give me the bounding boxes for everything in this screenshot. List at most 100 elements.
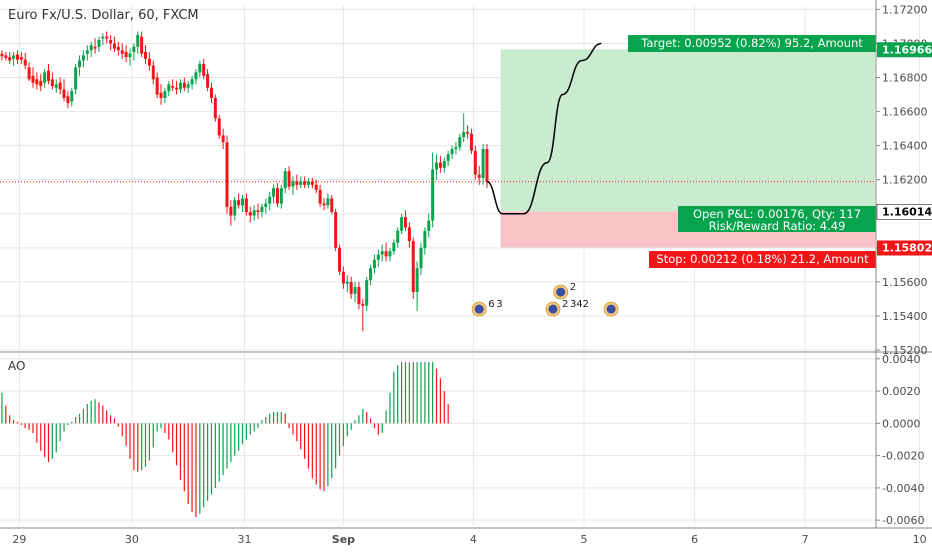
candle-body — [283, 171, 287, 189]
x-tick-label: 30 — [125, 533, 139, 546]
main-y-tick-label: 1.16800 — [882, 72, 928, 85]
x-tick-label: 31 — [237, 533, 251, 546]
candle-body — [190, 79, 194, 85]
candle-body — [221, 135, 225, 143]
x-tick-label: 5 — [580, 533, 587, 546]
stop-label[interactable]: Stop: 0.00212 (0.18%) 21.2, Amount — [649, 251, 876, 268]
x-tick-label: Sep — [332, 533, 355, 546]
candle-body — [62, 89, 66, 98]
candle-body — [446, 154, 450, 161]
event-marker[interactable]: 2 — [553, 282, 576, 300]
candle-body — [58, 82, 62, 90]
event-marker-flag — [556, 287, 566, 297]
target-zone — [500, 49, 875, 212]
x-tick-label: 10 — [913, 533, 927, 546]
candle-body — [353, 286, 357, 294]
candle-body — [411, 241, 415, 293]
target-label-bg — [628, 35, 876, 52]
candle-body — [182, 82, 186, 88]
candle-body — [291, 181, 295, 187]
candle-body — [101, 36, 105, 39]
main-y-tick-label: 1.15400 — [882, 310, 928, 323]
ao-bars-layer — [1, 362, 449, 517]
candle-body — [105, 36, 109, 39]
candle-body — [78, 60, 82, 68]
candle-body — [252, 210, 256, 216]
candle-body — [338, 247, 342, 272]
candle-body — [244, 198, 248, 213]
candle-body — [39, 80, 43, 87]
candle-body — [438, 162, 442, 168]
candle-body — [260, 206, 264, 213]
candle-body — [229, 206, 233, 216]
candle-body — [372, 259, 376, 269]
price-badge-bg — [877, 240, 932, 256]
candle-body — [473, 150, 477, 175]
price-badge-bg — [877, 42, 932, 58]
candle-body — [23, 59, 27, 66]
candle-body — [469, 133, 473, 151]
main-y-tick-label: 1.16600 — [882, 106, 928, 119]
x-tick-label: 4 — [470, 533, 477, 546]
candle-body — [27, 67, 31, 80]
candle-body — [392, 242, 396, 252]
stop-label-text: Stop: 0.00212 (0.18%) 21.2, Amount — [656, 252, 869, 266]
main-y-tick-label: 1.16400 — [882, 140, 928, 153]
candle-body — [140, 36, 144, 54]
candle-body — [272, 188, 276, 197]
candle-body — [466, 132, 470, 134]
candle-body — [384, 251, 388, 257]
candle-body — [295, 181, 299, 185]
candle-body — [132, 46, 136, 52]
candle-body — [279, 188, 283, 204]
candle-body — [462, 132, 466, 138]
candle-body — [225, 142, 229, 207]
candle-body — [213, 97, 217, 119]
main-y-tick-label: 1.16200 — [882, 174, 928, 187]
candle-body — [124, 51, 128, 58]
candle-body — [341, 271, 345, 284]
candle-body — [163, 91, 167, 98]
candle-body — [19, 57, 23, 60]
candle-body — [322, 203, 326, 206]
ao-y-tick-label: -0.0040 — [882, 482, 924, 495]
event-marker[interactable] — [603, 301, 619, 317]
candle-body — [361, 304, 365, 306]
candle-body — [388, 251, 392, 257]
candle-body — [349, 281, 353, 294]
ao-y-tick-label: -0.0020 — [882, 450, 924, 463]
candle-body — [415, 268, 419, 293]
candle-body — [209, 87, 213, 98]
candle-body — [54, 84, 58, 88]
candle-body — [423, 230, 427, 248]
candle-body — [47, 70, 51, 81]
candle-body — [400, 217, 404, 231]
event-marker[interactable]: 2 342 — [545, 299, 589, 317]
stop-label-bg — [649, 251, 876, 268]
candle-body — [233, 200, 237, 216]
candle-body — [419, 247, 423, 269]
grid-layer — [0, 6, 921, 525]
candle-body — [112, 43, 116, 49]
candle-body — [31, 75, 35, 83]
candle-body — [442, 160, 446, 168]
target-label-text: Target: 0.00952 (0.82%) 95.2, Amount — [640, 36, 863, 50]
x-tick-label: 7 — [802, 533, 809, 546]
candle-body — [155, 77, 159, 95]
candle-body — [318, 189, 322, 204]
candle-body — [306, 181, 310, 185]
target-label[interactable]: Target: 0.00952 (0.82%) 95.2, Amount — [628, 35, 876, 52]
candle-body — [365, 280, 369, 306]
candles-layer — [0, 31, 489, 332]
open-pnl-label-bg — [678, 206, 876, 232]
candle-body — [74, 67, 78, 90]
candle-body — [403, 217, 407, 228]
candle-body — [136, 34, 140, 47]
event-marker-count: 6 — [488, 299, 494, 310]
x-tick-label: 6 — [691, 533, 698, 546]
